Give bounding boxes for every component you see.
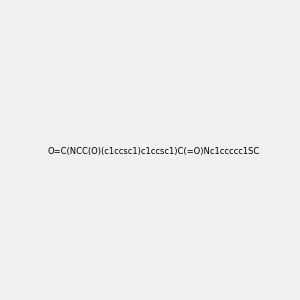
Text: O=C(NCC(O)(c1ccsc1)c1ccsc1)C(=O)Nc1ccccc1SC: O=C(NCC(O)(c1ccsc1)c1ccsc1)C(=O)Nc1ccccc… (48, 147, 260, 156)
